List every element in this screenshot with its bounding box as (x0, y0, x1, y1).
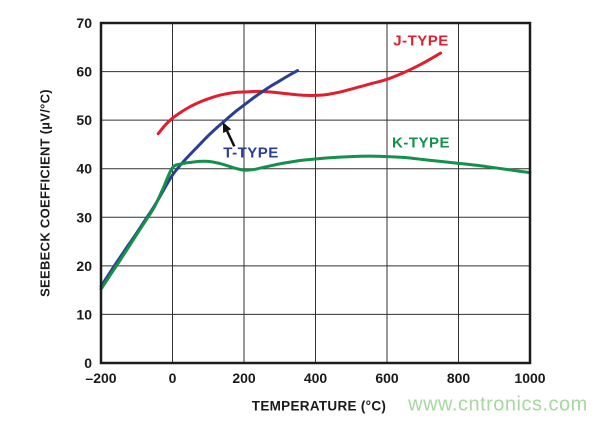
svg-text:200: 200 (232, 370, 256, 386)
svg-text:600: 600 (375, 370, 399, 386)
svg-text:60: 60 (76, 64, 92, 80)
svg-text:800: 800 (447, 370, 471, 386)
svg-text:1000: 1000 (514, 370, 545, 386)
svg-text:0: 0 (84, 355, 92, 371)
svg-text:50: 50 (76, 112, 92, 128)
series-label-j-type: J-TYPE (393, 32, 449, 50)
y-axis-title: SEEBECK COEFFICIENT (µV/°C) (37, 89, 53, 297)
svg-text:20: 20 (76, 258, 92, 274)
svg-text:400: 400 (304, 370, 328, 386)
watermark: www.cntronics.com (408, 393, 588, 416)
svg-text:40: 40 (76, 161, 92, 177)
svg-text:–200: –200 (85, 370, 116, 386)
svg-text:0: 0 (169, 370, 177, 386)
x-axis-title: TEMPERATURE (°C) (251, 398, 387, 414)
svg-text:10: 10 (76, 306, 92, 322)
svg-text:30: 30 (76, 209, 92, 225)
series-label-t-type: T-TYPE (223, 144, 279, 162)
svg-text:70: 70 (76, 15, 92, 31)
series-label-k-type: K-TYPE (391, 134, 451, 152)
